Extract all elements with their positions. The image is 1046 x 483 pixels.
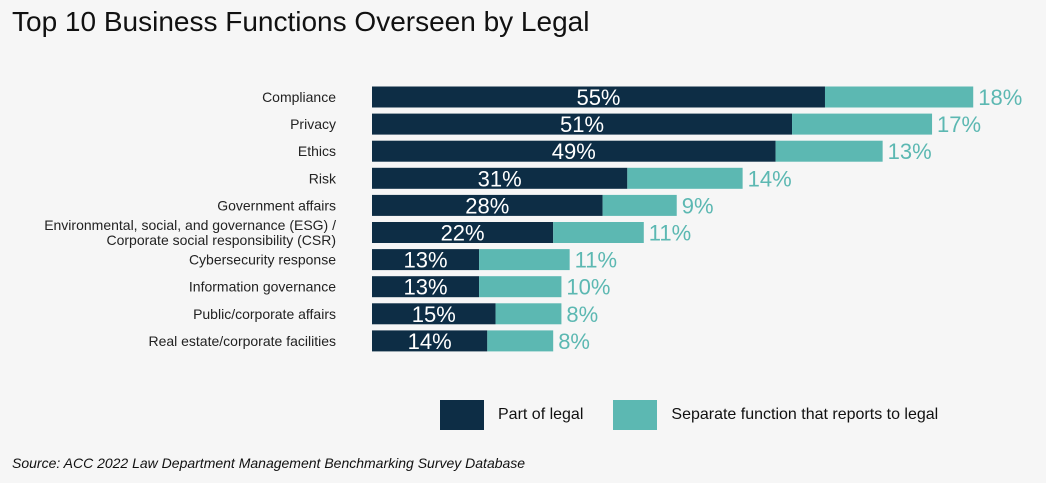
category-label: Environmental, social, and governance (E…: [44, 217, 336, 233]
bar-part-of-legal: [372, 86, 825, 108]
data-label-part-of-legal: 55%: [576, 85, 620, 110]
legend: Part of legal Separate function that rep…: [440, 400, 938, 430]
bar-separate-function: [792, 113, 933, 135]
bar-separate-function: [824, 86, 974, 108]
data-label-part-of-legal: 14%: [408, 329, 452, 354]
data-label-part-of-legal: 51%: [560, 112, 604, 137]
bar-part-of-legal: [372, 276, 480, 298]
bar-part-of-legal: [372, 222, 554, 243]
bar-separate-function: [487, 330, 554, 352]
bar-separate-function: [479, 276, 562, 298]
data-label-separate-function: 9%: [682, 193, 714, 218]
bar-separate-function: [627, 167, 743, 189]
bar-separate-function: [479, 249, 570, 271]
data-label-separate-function: 14%: [748, 166, 792, 191]
data-label-part-of-legal: 28%: [465, 193, 509, 218]
category-label: Risk: [309, 170, 337, 186]
bar-part-of-legal: [372, 194, 603, 216]
data-label-separate-function: 17%: [937, 112, 981, 137]
data-label-separate-function: 10%: [566, 275, 610, 300]
category-label: Real estate/corporate facilities: [148, 333, 336, 349]
category-label: Compliance: [262, 89, 336, 105]
data-label-separate-function: 8%: [566, 302, 598, 327]
bar-chart: Compliance 55% 18% Privacy 51% 17% Ethics 49% 13…: [44, 85, 1022, 354]
data-label-part-of-legal: 15%: [412, 302, 456, 327]
category-label: Privacy: [290, 116, 336, 132]
category-label: Public/corporate affairs: [193, 306, 336, 322]
data-label-part-of-legal: 13%: [404, 248, 448, 273]
bar-separate-function: [495, 303, 562, 325]
data-label-separate-function: 13%: [888, 139, 932, 164]
data-label-separate-function: 18%: [978, 85, 1022, 110]
legend-label-separate-function: Separate function that reports to legal: [671, 406, 939, 423]
bar-part-of-legal: [372, 113, 793, 135]
category-label: Ethics: [298, 143, 336, 159]
data-label-separate-function: 11%: [575, 248, 617, 273]
legend-label-part-of-legal: Part of legal: [498, 406, 584, 423]
bar-part-of-legal: [372, 303, 496, 325]
bar-part-of-legal: [372, 249, 480, 271]
bar-part-of-legal: [372, 167, 628, 189]
category-label: Government affairs: [217, 197, 336, 213]
data-label-part-of-legal: 49%: [552, 139, 596, 164]
data-label-part-of-legal: 22%: [441, 221, 485, 246]
category-label: Information governance: [189, 279, 336, 295]
legend-swatch-separate-function: [613, 400, 658, 430]
bar-separate-function: [775, 140, 883, 162]
bar-separate-function: [602, 194, 677, 216]
category-label: Cybersecurity response: [189, 252, 336, 268]
category-label: Corporate social responsibility (CSR): [106, 232, 336, 248]
chart-title: Top 10 Business Functions Overseen by Le…: [12, 6, 590, 37]
data-label-part-of-legal: 13%: [404, 275, 448, 300]
bar-separate-function: [553, 222, 644, 243]
data-label-part-of-legal: 31%: [478, 166, 522, 191]
data-label-separate-function: 8%: [558, 329, 590, 354]
source-note: Source: ACC 2022 Law Department Manageme…: [12, 455, 526, 471]
bar-part-of-legal: [372, 140, 776, 162]
legend-swatch-part-of-legal: [440, 400, 484, 430]
bar-part-of-legal: [372, 330, 488, 352]
data-label-separate-function: 11%: [649, 221, 691, 246]
